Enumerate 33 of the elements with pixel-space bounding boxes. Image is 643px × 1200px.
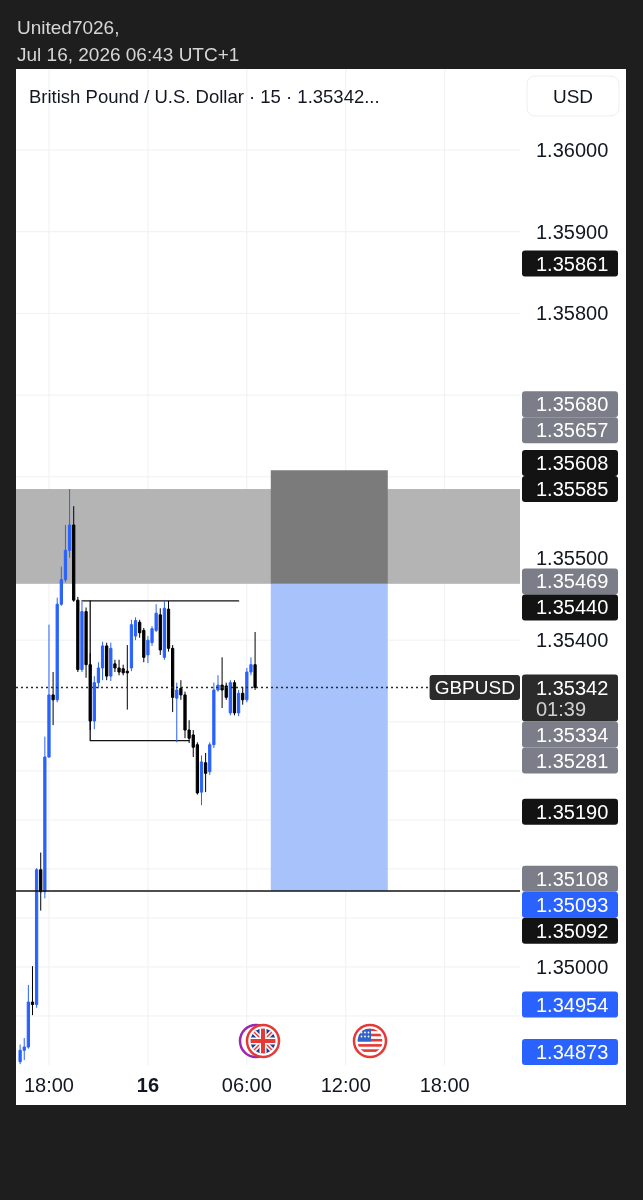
text: 1.35342: [536, 676, 609, 699]
text: United7026,: [17, 17, 120, 38]
text: 1.35334: [536, 723, 609, 746]
text: 1.35861: [536, 252, 609, 275]
text: 1.35608: [536, 452, 609, 475]
x-tick-label: 16: [136, 1074, 160, 1096]
text: 1.35108: [536, 867, 609, 890]
text: 1.35585: [536, 478, 609, 501]
text: 1.35281: [536, 749, 609, 772]
text: Jul 16, 2026 06:43 UTC+1: [17, 44, 240, 65]
text: 1.35092: [536, 919, 609, 942]
text: 1.35469: [536, 570, 609, 593]
text: 1.34873: [536, 1041, 609, 1063]
y-tick-label: 1.36000: [536, 139, 609, 161]
text: British Pound / U.S. Dollar · 15 · 1.35342...: [29, 86, 380, 107]
text: 1.35093: [536, 893, 609, 916]
y-tick-label: 1.35400: [536, 629, 609, 652]
text: 1.34954: [536, 993, 609, 1016]
text: 01:39: [536, 697, 587, 720]
y-axis-title: USD: [552, 85, 594, 107]
x-tick-label: 18:00: [419, 1074, 470, 1096]
text: 1.35440: [536, 596, 609, 619]
text: 1.35680: [536, 393, 609, 416]
x-tick-label: 12:00: [320, 1074, 371, 1096]
x-tick-label: 18:00: [23, 1074, 75, 1096]
text: 1.35657: [536, 419, 609, 442]
x-tick-label: 06:00: [221, 1074, 272, 1096]
text: 1.35190: [536, 800, 609, 823]
y-tick-label: 1.35900: [536, 220, 609, 243]
y-tick-label: 1.35000: [536, 955, 609, 978]
y-tick-label: 1.35500: [536, 547, 609, 570]
ref-line-label: GBPUSD: [434, 677, 515, 699]
y-tick-label: 1.35800: [536, 302, 609, 325]
